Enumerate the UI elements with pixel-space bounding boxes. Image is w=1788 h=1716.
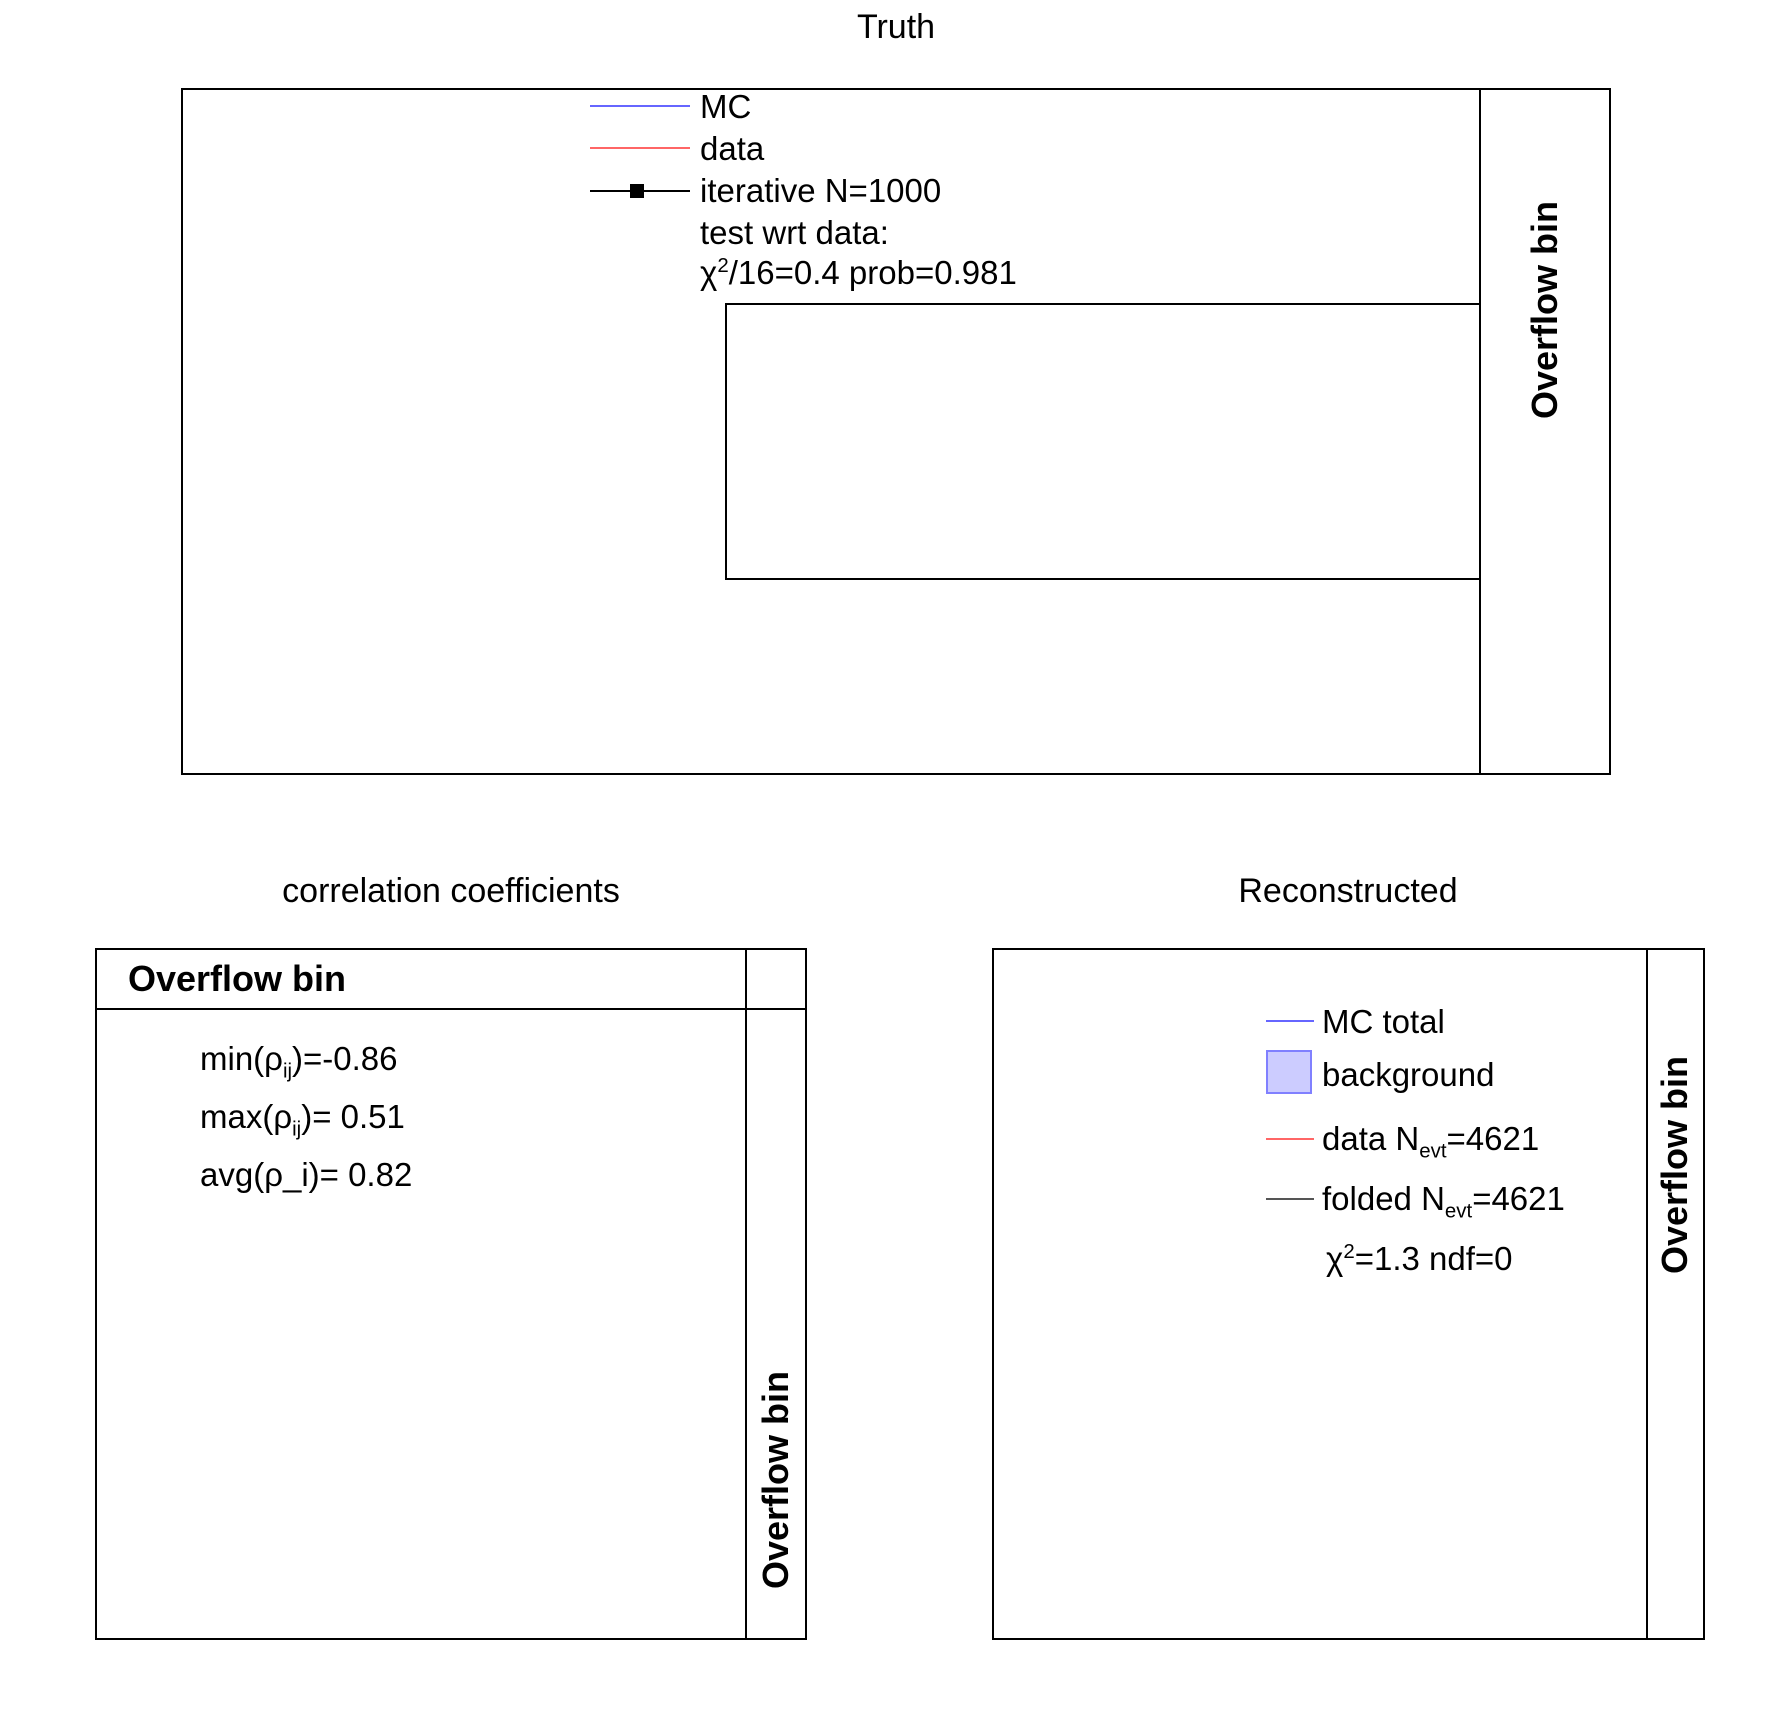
reconstructed-title: Reconstructed	[1238, 872, 1458, 910]
truth-legend-iterative-label: iterative N=1000	[700, 172, 942, 209]
correlation-header-divider	[97, 1008, 805, 1010]
max-rho-pre: max(ρ	[200, 1098, 293, 1135]
reconstructed-legend-mc-total-label: MC total	[1322, 1003, 1445, 1040]
correlation-frame	[95, 948, 747, 1640]
chi-value: /16=0.4 prob=0.981	[728, 254, 1017, 291]
iterative-square-marker-icon	[630, 184, 644, 198]
reconstructed-chi2-stat: χ2=1.3 ndf=0	[1326, 1240, 1513, 1278]
correlation-header: Overflow bin	[128, 958, 347, 999]
reconstructed-data-line-sample	[1266, 1138, 1314, 1140]
truth-mc-line-sample	[590, 105, 690, 107]
max-rho-post: )= 0.51	[301, 1098, 405, 1135]
folded-nevt-post: =4621	[1472, 1180, 1565, 1217]
chi2-symbol: χ	[1326, 1240, 1344, 1277]
min-rho-pre: min(ρ	[200, 1040, 283, 1077]
data-nevt-post: =4621	[1446, 1120, 1540, 1157]
data-nevt-pre: data N	[1322, 1120, 1420, 1157]
truth-stats-line1: test wrt data:	[700, 214, 889, 251]
folded-nevt-pre: folded N	[1322, 1180, 1445, 1217]
background-fill-swatch	[1266, 1050, 1312, 1094]
correlation-overflow-strip	[745, 948, 807, 1640]
reconstructed-legend-data-label: data Nevt=4621	[1322, 1120, 1539, 1164]
truth-inner-frame	[725, 303, 1481, 580]
truth-overflow-strip	[1479, 88, 1611, 775]
truth-legend-data-label: data	[700, 130, 765, 167]
truth-legend-mc-label: MC	[700, 88, 752, 125]
min-rho-sub: ij	[282, 1059, 293, 1083]
chi-symbol: χ	[700, 254, 718, 291]
correlation-avg-stat: avg(ρ_i)= 0.82	[200, 1156, 413, 1193]
chi2-value: =1.3 ndf=0	[1354, 1240, 1513, 1277]
correlation-overflow-label: Overflow bin	[755, 1370, 796, 1590]
reconstructed-legend-background-label: background	[1322, 1056, 1495, 1093]
correlation-min-stat: min(ρij)=-0.86	[200, 1040, 398, 1084]
chi2-exponent: 2	[1343, 1240, 1355, 1263]
reconstructed-legend-folded-label: folded Nevt=4621	[1322, 1180, 1565, 1224]
truth-title: Truth	[856, 8, 936, 46]
chi-exponent: 2	[717, 254, 729, 277]
min-rho-post: )=-0.86	[292, 1040, 398, 1077]
folded-nevt-sub: evt	[1444, 1199, 1473, 1223]
truth-data-line-sample	[590, 147, 690, 149]
max-rho-sub: ij	[292, 1117, 302, 1141]
reconstructed-frame	[992, 948, 1648, 1640]
reconstructed-mc-line-sample	[1266, 1020, 1314, 1022]
data-nevt-sub: evt	[1419, 1139, 1447, 1163]
correlation-max-stat: max(ρij)= 0.51	[200, 1098, 405, 1142]
correlation-title: correlation coefficients	[282, 872, 620, 910]
truth-stats-line2: χ2/16=0.4 prob=0.981	[700, 254, 1017, 292]
reconstructed-overflow-strip	[1646, 948, 1705, 1640]
truth-overflow-label: Overflow bin	[1524, 200, 1565, 420]
reconstructed-folded-line-sample	[1266, 1198, 1314, 1200]
reconstructed-overflow-label: Overflow bin	[1654, 1055, 1695, 1275]
